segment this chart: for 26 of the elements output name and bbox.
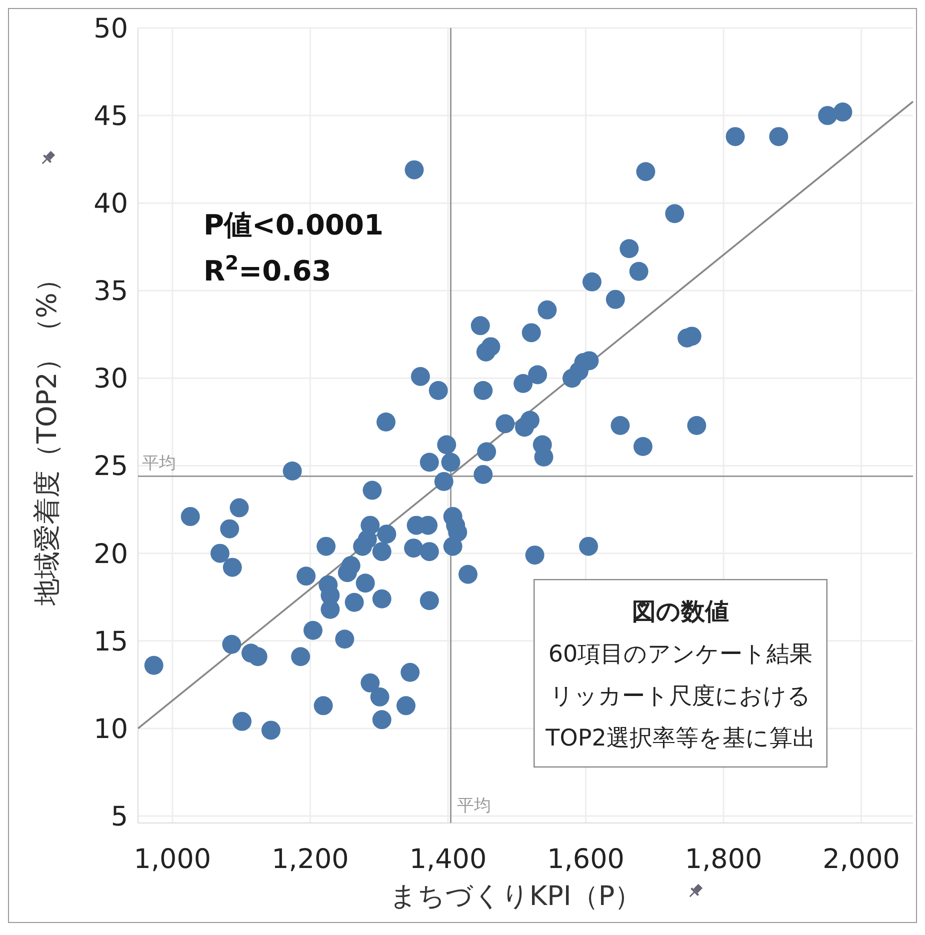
annotation: R$^{2}$=0.63 <box>203 251 332 288</box>
y-tick-label: 40 <box>94 188 128 220</box>
y-tick-label: 50 <box>94 13 128 44</box>
x-tick-label: 1,600 <box>547 844 624 875</box>
annotation: リッカート尺度における <box>550 684 811 710</box>
y-tick-label: 20 <box>94 538 128 570</box>
y-tick-label: 45 <box>94 101 128 132</box>
annotation: P値<0.0001 <box>203 208 384 242</box>
y-tick-label: 5 <box>110 801 128 832</box>
ref-line-label: 平均 <box>142 453 176 474</box>
annotation: 60項目のアンケート結果 <box>548 642 813 668</box>
y-tick-label: 25 <box>94 451 128 482</box>
ref-line-label: 平均 <box>456 796 491 816</box>
y-tick-label: 35 <box>94 276 128 308</box>
x-tick-label: 2,000 <box>822 844 900 875</box>
x-tick-label: 1,800 <box>684 844 762 875</box>
y-tick-label: 30 <box>94 364 128 395</box>
x-tick-label: 1,200 <box>272 844 349 875</box>
y-axis-title: 地域愛着度（TOP2）（%） <box>32 266 63 606</box>
x-tick-label: 1,000 <box>134 844 212 875</box>
y-tick-label: 15 <box>94 626 128 658</box>
x-tick-label: 1,400 <box>409 844 487 875</box>
x-axis-title: まちづくりKPI（P） <box>389 881 642 912</box>
annotation: 図の数値 <box>632 598 729 626</box>
annotation: TOP2選択率等を基に算出 <box>544 726 816 752</box>
y-tick-label: 10 <box>94 714 128 745</box>
